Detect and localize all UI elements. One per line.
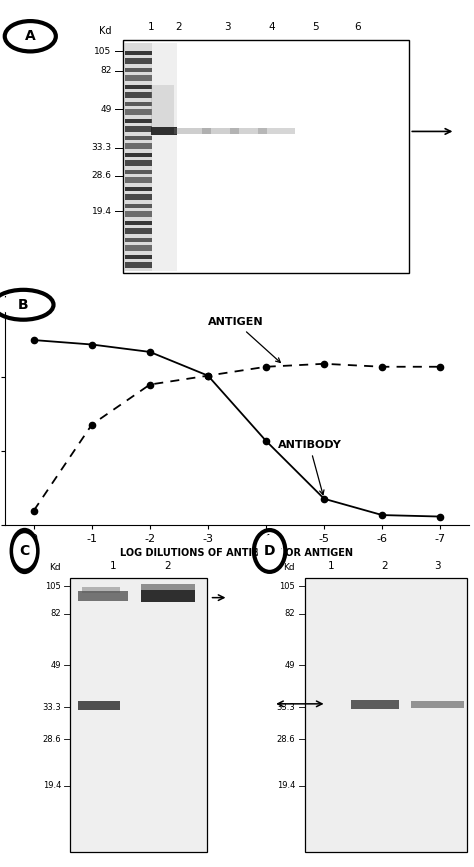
Text: Kd: Kd <box>99 26 111 36</box>
Circle shape <box>9 528 40 574</box>
Bar <box>125 245 152 251</box>
Bar <box>125 238 152 242</box>
Text: 28.6: 28.6 <box>91 171 111 180</box>
Text: A: A <box>25 29 36 43</box>
Bar <box>125 75 152 81</box>
Text: 2: 2 <box>176 22 182 31</box>
Text: 2: 2 <box>381 562 388 571</box>
Text: 6: 6 <box>355 22 361 31</box>
Bar <box>125 160 152 166</box>
Text: 19.4: 19.4 <box>277 781 295 791</box>
Text: 2: 2 <box>164 562 171 571</box>
Circle shape <box>0 293 46 316</box>
Text: 82: 82 <box>100 66 111 75</box>
Text: 49: 49 <box>51 661 61 669</box>
Bar <box>202 128 239 134</box>
Text: 105: 105 <box>279 582 295 591</box>
Bar <box>258 128 295 134</box>
Text: 33.3: 33.3 <box>42 702 61 712</box>
Circle shape <box>11 24 50 48</box>
Bar <box>141 583 195 590</box>
Text: ANTIBODY: ANTIBODY <box>278 440 342 495</box>
Bar <box>125 228 152 234</box>
Text: 49: 49 <box>284 661 295 669</box>
Text: 82: 82 <box>284 610 295 618</box>
Bar <box>351 701 399 708</box>
Text: 28.6: 28.6 <box>276 734 295 744</box>
Bar <box>125 221 152 225</box>
Bar <box>70 578 208 852</box>
Bar <box>123 41 409 273</box>
Text: 3: 3 <box>224 22 231 31</box>
Bar <box>125 119 152 123</box>
Bar <box>125 92 152 99</box>
Bar <box>125 186 152 191</box>
Text: ANTIGEN: ANTIGEN <box>208 317 280 362</box>
Bar <box>125 204 152 208</box>
Text: 82: 82 <box>51 610 61 618</box>
Bar <box>125 177 152 184</box>
Bar <box>125 85 152 88</box>
Bar <box>125 136 152 140</box>
Text: 5: 5 <box>313 22 319 31</box>
Text: 1: 1 <box>148 22 155 31</box>
Bar <box>305 578 467 852</box>
Bar <box>82 587 120 593</box>
Text: Kd: Kd <box>283 563 295 571</box>
Text: 33.3: 33.3 <box>91 143 111 153</box>
Bar <box>125 109 152 115</box>
Bar <box>124 43 152 271</box>
Bar <box>78 591 128 601</box>
X-axis label: LOG DILUTIONS OF ANTIBODY OR ANTIGEN: LOG DILUTIONS OF ANTIBODY OR ANTIGEN <box>120 548 354 558</box>
Circle shape <box>257 535 282 567</box>
Bar <box>125 101 152 106</box>
Bar <box>125 58 152 64</box>
Bar <box>141 590 195 603</box>
Text: 1: 1 <box>110 562 117 571</box>
Text: C: C <box>19 544 30 558</box>
Text: 4: 4 <box>269 22 275 31</box>
Bar <box>230 128 267 134</box>
Bar <box>151 85 174 127</box>
Bar <box>125 170 152 173</box>
Bar <box>125 194 152 200</box>
Bar <box>151 127 177 135</box>
Text: D: D <box>264 544 275 558</box>
Bar <box>125 126 152 133</box>
Text: 33.3: 33.3 <box>276 702 295 712</box>
Bar <box>125 153 152 157</box>
Text: 19.4: 19.4 <box>91 207 111 216</box>
Bar <box>125 68 152 72</box>
Bar <box>151 43 177 271</box>
Bar <box>125 255 152 258</box>
Bar <box>125 51 152 55</box>
Bar <box>411 701 465 707</box>
Circle shape <box>13 533 36 569</box>
Text: 105: 105 <box>94 47 111 56</box>
Bar <box>125 143 152 149</box>
Bar <box>125 211 152 218</box>
Bar <box>125 262 152 269</box>
Text: 49: 49 <box>100 105 111 114</box>
Text: 28.6: 28.6 <box>43 734 61 744</box>
Text: B: B <box>18 297 28 312</box>
Text: 3: 3 <box>435 562 441 571</box>
Text: 1: 1 <box>328 562 335 571</box>
Text: 105: 105 <box>46 582 61 591</box>
Bar <box>78 701 120 710</box>
Bar <box>174 128 211 134</box>
Text: Kd: Kd <box>50 563 61 571</box>
Text: 19.4: 19.4 <box>43 781 61 791</box>
